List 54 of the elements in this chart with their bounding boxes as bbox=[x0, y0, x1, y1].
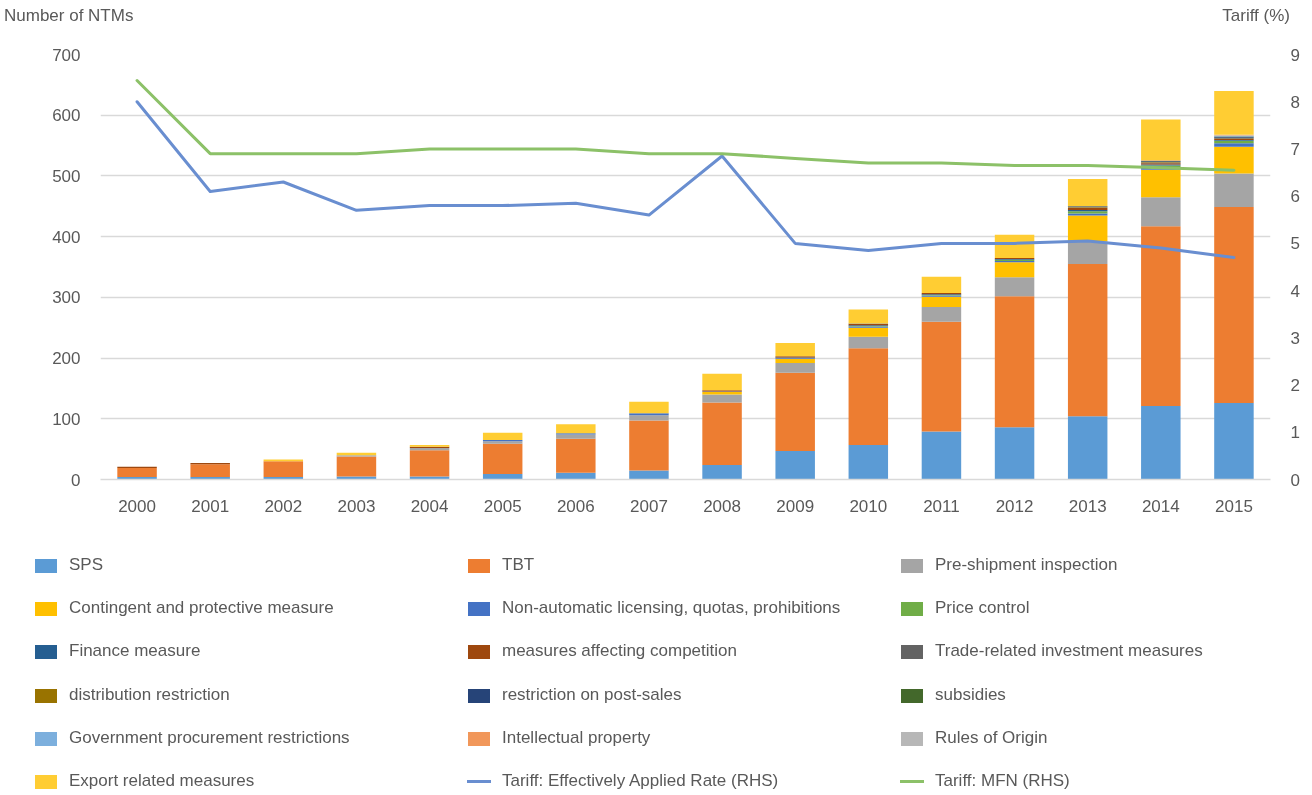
x-tick-label: 2004 bbox=[410, 496, 449, 516]
y2-axis-title: Tariff (%) bbox=[1222, 5, 1290, 27]
legend-label: Intellectual property bbox=[502, 728, 651, 748]
x-tick-label: 2003 bbox=[337, 496, 376, 516]
y2-tick-label: 4 bbox=[1290, 281, 1300, 301]
x-tick-label: 2014 bbox=[1141, 496, 1180, 516]
legend-label: Pre-shipment inspection bbox=[935, 555, 1118, 575]
legend-label: subsidies bbox=[935, 685, 1006, 705]
legend-label: measures affecting competition bbox=[502, 641, 737, 661]
y-tick-label: 100 bbox=[52, 409, 81, 429]
y-tick-label: 0 bbox=[71, 470, 81, 490]
legend-label: Export related measures bbox=[69, 771, 255, 791]
x-tick-label: 2015 bbox=[1215, 496, 1253, 516]
x-tick-label: 2005 bbox=[483, 496, 522, 516]
x-tick-label: 2013 bbox=[1068, 496, 1107, 516]
x-tick-label: 2001 bbox=[191, 496, 230, 516]
y-tick-label: 200 bbox=[52, 349, 81, 369]
y-tick-label: 500 bbox=[52, 166, 81, 186]
legend-label: Trade-related investment measures bbox=[935, 641, 1203, 661]
x-tick-label: 2007 bbox=[630, 496, 668, 516]
x-tick-label: 2006 bbox=[556, 496, 595, 516]
y2-tick-label: 7 bbox=[1290, 139, 1300, 159]
y2-tick-label: 6 bbox=[1290, 187, 1300, 207]
y2-tick-label: 9 bbox=[1290, 45, 1300, 65]
legend-label: Tariff: MFN (RHS) bbox=[935, 771, 1070, 791]
legend-label: TBT bbox=[502, 555, 535, 575]
legend-label: Non-automatic licensing, quotas, prohibitions bbox=[502, 598, 841, 618]
x-tick-label: 2011 bbox=[923, 496, 960, 516]
y2-tick-label: 2 bbox=[1290, 376, 1300, 396]
legend-label: Tariff: Effectively Applied Rate (RHS) bbox=[502, 771, 779, 791]
y-tick-label: 700 bbox=[52, 45, 81, 65]
x-tick-label: 2012 bbox=[995, 496, 1034, 516]
legend-label: Price control bbox=[935, 598, 1030, 618]
x-tick-label: 2008 bbox=[703, 496, 741, 516]
legend-label: Contingent and protective measure bbox=[69, 598, 334, 618]
legend-label: Government procurement restrictions bbox=[69, 728, 350, 748]
y2-tick-label: 0 bbox=[1290, 470, 1300, 490]
x-tick-label: 2002 bbox=[264, 496, 303, 516]
legend-label: SPS bbox=[69, 555, 104, 575]
legend-label: Finance measure bbox=[69, 641, 201, 661]
y2-tick-label: 5 bbox=[1290, 234, 1300, 254]
y2-tick-label: 8 bbox=[1290, 92, 1300, 112]
y-tick-label: 600 bbox=[52, 106, 81, 126]
legend-label: Rules of Origin bbox=[935, 728, 1048, 748]
y-tick-label: 400 bbox=[52, 227, 81, 247]
y2-tick-label: 1 bbox=[1290, 423, 1300, 443]
legend-label: distribution restriction bbox=[69, 685, 230, 705]
x-tick-label: 2009 bbox=[776, 496, 815, 516]
y2-tick-label: 3 bbox=[1290, 328, 1300, 348]
y-tick-label: 300 bbox=[52, 288, 81, 308]
y-axis-title: Number of NTMs bbox=[4, 5, 134, 27]
x-tick-label: 2000 bbox=[118, 496, 156, 516]
legend-label: restriction on post-sales bbox=[502, 685, 682, 705]
x-tick-label: 2010 bbox=[849, 496, 888, 516]
